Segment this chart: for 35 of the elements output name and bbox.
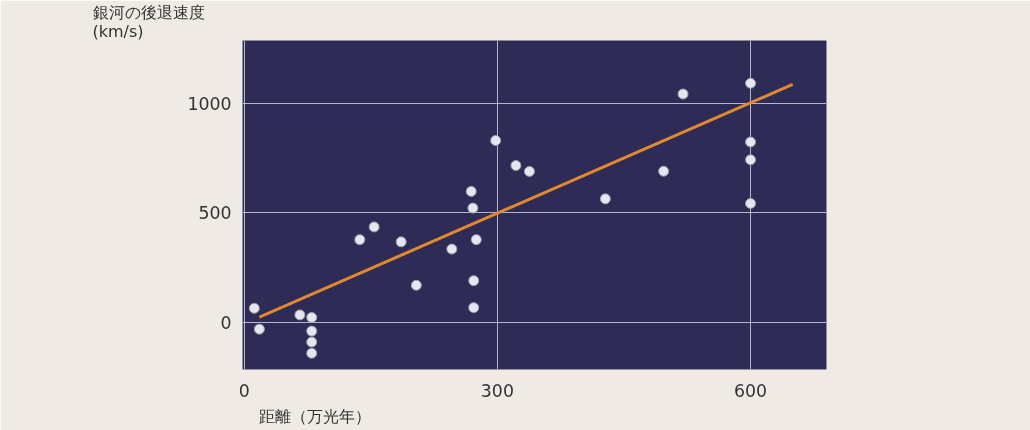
point	[368, 221, 380, 233]
point	[658, 165, 670, 177]
point	[306, 336, 318, 348]
point	[510, 160, 522, 172]
x-tick-label: 600	[734, 380, 768, 401]
point	[467, 202, 479, 214]
point	[395, 236, 407, 248]
point	[306, 347, 318, 359]
x-tick-label: 300	[480, 380, 514, 401]
point	[446, 243, 458, 255]
point	[248, 302, 260, 314]
point	[677, 88, 689, 100]
y-tick-label: 1000	[187, 93, 232, 114]
y-axis-title: 銀河の後退速度 (km/s)	[92, 2, 205, 41]
point	[470, 234, 482, 246]
point	[745, 154, 757, 166]
point	[490, 135, 502, 147]
point	[465, 185, 477, 197]
point	[294, 309, 306, 321]
point	[523, 165, 535, 177]
point	[468, 275, 480, 287]
point	[599, 193, 611, 205]
y-tick-label: 500	[198, 203, 232, 224]
x-axis-title: 距離（万光年）	[258, 406, 371, 426]
point	[410, 279, 422, 291]
x-tick-label: 0	[238, 380, 250, 401]
point	[745, 136, 757, 148]
y-tick-label: 0	[220, 312, 232, 333]
point	[468, 302, 480, 314]
point	[745, 197, 757, 209]
point	[745, 77, 757, 89]
point	[306, 325, 318, 337]
point	[354, 234, 366, 246]
point	[253, 323, 265, 335]
point	[306, 312, 318, 324]
